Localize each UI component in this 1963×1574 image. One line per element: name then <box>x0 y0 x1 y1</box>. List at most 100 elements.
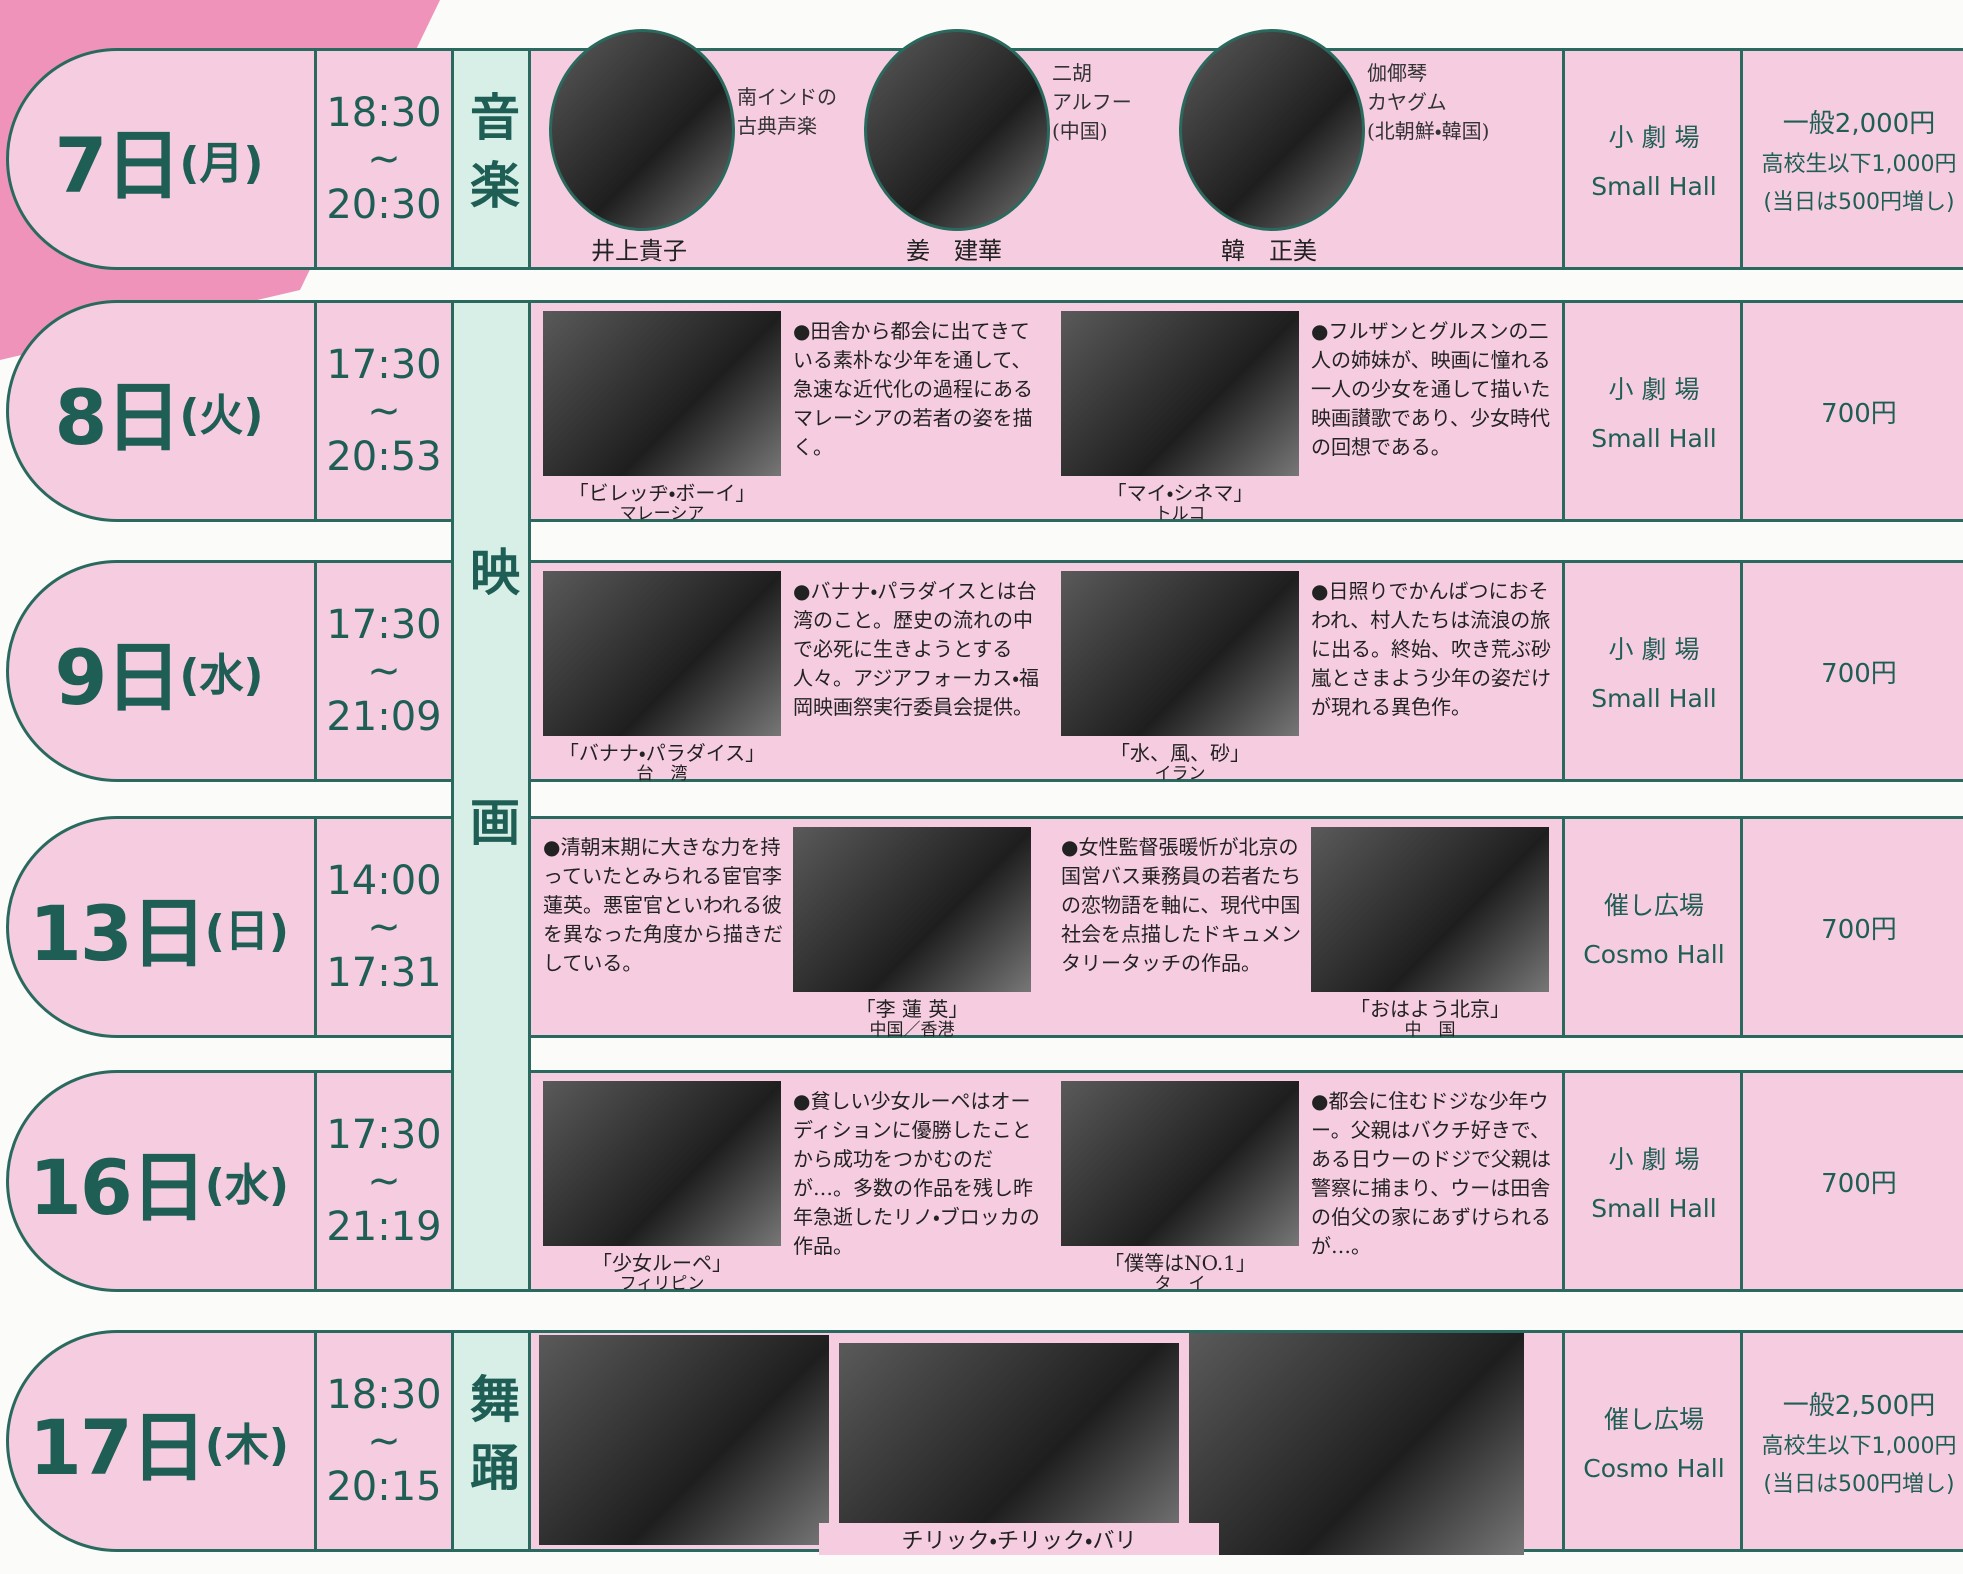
portrait-photo <box>864 29 1050 231</box>
film-description: ●田舎から都会に出てきている素朴な少年を通して、急速な近代化の過程にあるマレーシ… <box>793 319 1033 459</box>
film-still <box>543 311 781 476</box>
film-country: イラン <box>1154 764 1206 784</box>
separator: ~ <box>367 1158 401 1204</box>
divider <box>1562 1073 1565 1289</box>
time-cell: 14:00 ~17:31 <box>319 819 449 1035</box>
date-cell: 13日 (日) <box>9 819 309 1035</box>
divider <box>1740 1073 1743 1289</box>
performer-description: 伽倻琴 カヤグム (北朝鮮・韓国) <box>1367 59 1507 146</box>
venue-en: Cosmo Hall <box>1583 1453 1725 1483</box>
performer-name: 韓 正美 <box>1221 237 1317 265</box>
venue-en: Small Hall <box>1591 683 1717 713</box>
genre-label: 舞踊 <box>462 1373 520 1509</box>
start-time: 17:30 <box>326 342 442 388</box>
film-description: ●清朝末期に大きな力を持っていたとみられる宦官李蓮英。悪宦官といわれる彼を異なっ… <box>543 835 783 975</box>
performer-name: 姜 建華 <box>906 237 1002 265</box>
description-line: 南インドの <box>737 85 837 109</box>
date: 17日 <box>29 1403 207 1492</box>
film-description: ●貧しい少女ルーペはオーディションに優勝したことから成功をつかむのだが…。多数の… <box>793 1089 1040 1258</box>
separator: ~ <box>367 1418 401 1464</box>
date: 16日 <box>29 1143 207 1232</box>
description-line: 伽倻琴 <box>1367 61 1427 85</box>
price-line: (当日は500円増し) <box>1763 189 1955 215</box>
separator: ~ <box>367 388 401 434</box>
price-cell: 700円 <box>1746 819 1963 1035</box>
film-country: 中国／香港 <box>869 1020 955 1040</box>
separator: ~ <box>367 904 401 950</box>
film-title: 「李 蓮 英」 <box>855 997 969 1021</box>
divider <box>1562 563 1565 779</box>
weekday: (日) <box>204 906 289 957</box>
start-time: 18:30 <box>326 90 442 136</box>
venue-en: Small Hall <box>1591 171 1717 201</box>
schedule-row: 8日 (火) 17:30 ~20:53 「ビレッヂ・ボーイ」 マレーシア ●田舎から都会に出… <box>6 300 1963 524</box>
price-line: 700円 <box>1821 398 1897 429</box>
start-time: 14:00 <box>326 858 442 904</box>
venue-cell: 小 劇 場 Small Hall <box>1565 563 1743 779</box>
film-description: ●フルザンとグルスンの二人の姉妹が、映画に憧れる一人の少女を通して描いた映画讃歌… <box>1311 319 1551 459</box>
dance-photo <box>839 1343 1179 1543</box>
start-time: 17:30 <box>326 602 442 648</box>
film-still <box>543 571 781 736</box>
film-description: ●日照りでかんばつにおそわれ、村人たちは流浪の旅に出る。終始、吹き荒ぶ砂嵐とさま… <box>1311 579 1551 719</box>
venue-en: Small Hall <box>1591 423 1717 453</box>
venue-en: Small Hall <box>1591 1193 1717 1223</box>
film-title: 「僕等はNO.1」 <box>1104 1251 1256 1275</box>
end-time: 17:31 <box>326 950 442 996</box>
film-title: 「水、風、砂」 <box>1110 741 1250 765</box>
dance-photo <box>539 1335 829 1545</box>
time-cell: 17:30 ~21:09 <box>319 563 449 779</box>
price-cell: 一般2,500円 高校生以下1,000円 (当日は500円増し) <box>1746 1333 1963 1549</box>
price-line: 高校生以下1,000円 <box>1761 151 1957 177</box>
weekday: (水) <box>204 1160 289 1211</box>
time-cell: 17:30 ~21:19 <box>319 1073 449 1289</box>
venue-ja: 催し広場 <box>1603 890 1704 920</box>
genre-cell: 舞踊 <box>451 1333 531 1549</box>
description-line: (中国) <box>1052 119 1108 143</box>
film-description: ●バナナ・パラダイスとは台湾のこと。歴史の流れの中で必死に生きようとする人々。ア… <box>793 579 1039 719</box>
divider <box>1740 51 1743 267</box>
film-country: マレーシア <box>619 504 705 524</box>
film-title: 「バナナ・パラダイス」 <box>558 741 766 765</box>
divider <box>1562 819 1565 1035</box>
date: 13日 <box>29 889 207 978</box>
date: 8日 <box>54 373 181 462</box>
end-time: 20:30 <box>326 182 442 228</box>
time-cell: 18:30 ~20:30 <box>319 51 449 267</box>
film-still <box>793 827 1031 992</box>
venue-ja: 小 劇 場 <box>1608 122 1700 152</box>
date-cell: 8日 (火) <box>9 303 309 519</box>
price-line: 一般2,500円 <box>1782 1390 1936 1421</box>
date-cell: 17日 (木) <box>9 1333 309 1549</box>
start-time: 17:30 <box>326 1112 442 1158</box>
price-cell: 700円 <box>1746 563 1963 779</box>
end-time: 21:19 <box>326 1204 442 1250</box>
divider <box>1562 303 1565 519</box>
divider <box>1740 1333 1743 1549</box>
description-line: 二胡 <box>1052 61 1092 85</box>
divider <box>314 1333 317 1549</box>
divider <box>1562 51 1565 267</box>
divider <box>1740 303 1743 519</box>
date: 7日 <box>54 121 181 210</box>
film-title: 「少女ルーペ」 <box>592 1251 732 1275</box>
divider <box>314 1073 317 1289</box>
film-description: ●都会に住むドジな少年ウー。父親はバクチ好きで、ある日ウーのドジで父親は警察に捕… <box>1311 1089 1551 1258</box>
end-time: 20:15 <box>326 1464 442 1510</box>
genre-cell: 映画 <box>451 303 531 1289</box>
price-line: (当日は500円増し) <box>1763 1471 1955 1497</box>
schedule-row: 17日 (木) 18:30 ~20:15 チリック・チリック・バリ 催し広場 Cosmo H… <box>6 1330 1963 1555</box>
film-country: 台 湾 <box>636 764 688 784</box>
description-line: (北朝鮮・韓国) <box>1367 119 1490 143</box>
end-time: 21:09 <box>326 694 442 740</box>
film-still <box>1311 827 1549 992</box>
venue-cell: 催し広場 Cosmo Hall <box>1565 1333 1743 1549</box>
performer-name: 井上貴子 <box>591 237 687 265</box>
time-cell: 18:30 ~20:15 <box>319 1333 449 1549</box>
schedule-row: 7日 (月) 18:30 ~20:30 井上貴子 南インドの 古典声楽姜 建華 二胡 アルフー(… <box>6 29 1963 270</box>
weekday: (火) <box>179 390 264 441</box>
divider <box>1562 1333 1565 1549</box>
divider <box>314 51 317 267</box>
film-still <box>543 1081 781 1246</box>
